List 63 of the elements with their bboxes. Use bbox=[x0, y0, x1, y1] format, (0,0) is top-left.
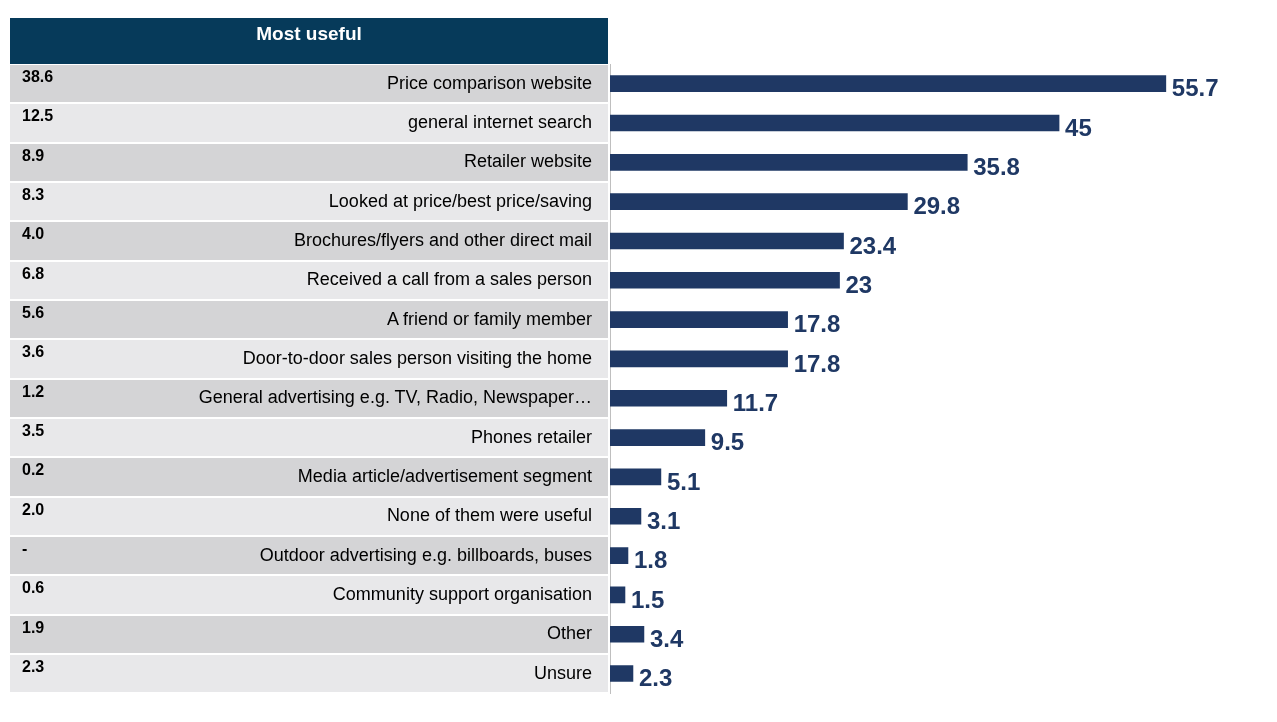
data-label: 1.5 bbox=[630, 585, 665, 613]
data-label: 23 bbox=[845, 270, 873, 298]
text: 3.6 bbox=[22, 343, 45, 361]
y-tick-label: A friend or family member bbox=[386, 308, 592, 329]
text: - bbox=[22, 539, 28, 557]
data-label: 11.7 bbox=[732, 388, 779, 416]
text: 1.2 bbox=[22, 382, 45, 400]
text: 6.8 bbox=[22, 264, 45, 282]
data-label: 5.1 bbox=[666, 467, 701, 495]
bar bbox=[610, 665, 634, 682]
data-label: 2.3 bbox=[638, 664, 673, 692]
data-label: 17.8 bbox=[793, 310, 841, 338]
bar bbox=[610, 193, 908, 210]
bar bbox=[610, 507, 642, 525]
text: Most useful bbox=[10, 18, 608, 64]
text: 1.9 bbox=[22, 618, 45, 636]
y-tick-label: Other bbox=[546, 623, 592, 644]
data-label: 35.8 bbox=[973, 152, 1020, 180]
y-tick-label: Community support organisation bbox=[332, 583, 592, 604]
y-tick-label: Brochures/flyers and other direct mail bbox=[293, 229, 592, 250]
y-tick-label: Price comparison website bbox=[386, 72, 592, 93]
data-label: 3.4 bbox=[649, 624, 684, 652]
y-tick-label: general internet search bbox=[407, 111, 592, 132]
data-label: 55.7 bbox=[1171, 74, 1219, 102]
bar bbox=[610, 271, 840, 289]
text: 4.0 bbox=[22, 225, 45, 243]
y-tick-label: Retailer website bbox=[463, 151, 592, 172]
text: 38.6 bbox=[22, 68, 54, 86]
y-tick-label: Media article/advertisement segment bbox=[297, 465, 592, 486]
bar bbox=[610, 153, 968, 171]
y-tick-label: Outdoor advertising e.g. billboards, buses bbox=[259, 544, 592, 565]
text: 8.3 bbox=[22, 186, 45, 204]
text: 0.2 bbox=[22, 461, 45, 479]
y-tick-label: General advertising e.g. TV, Radio, Newspaper… bbox=[198, 387, 592, 408]
bar bbox=[610, 468, 662, 486]
text: 8.9 bbox=[22, 146, 45, 164]
y-tick-label: Looked at price/best price/saving bbox=[328, 190, 592, 211]
y-tick-label: Received a call from a sales person bbox=[306, 269, 592, 290]
text: 2.3 bbox=[22, 657, 45, 675]
data-label: 1.8 bbox=[633, 546, 668, 574]
text: 3.5 bbox=[22, 421, 45, 439]
bar bbox=[610, 625, 645, 643]
bar bbox=[610, 232, 844, 250]
bar bbox=[610, 311, 788, 328]
text: 5.6 bbox=[22, 304, 45, 322]
y-tick-label: None of them were useful bbox=[386, 505, 592, 526]
bar bbox=[610, 429, 706, 446]
bar bbox=[610, 586, 626, 604]
data-label: 45 bbox=[1065, 113, 1092, 141]
text: 12.5 bbox=[22, 107, 54, 125]
y-tick-label: Door-to-door sales person visiting the home bbox=[242, 347, 592, 368]
data-label: 17.8 bbox=[793, 349, 841, 377]
data-label: 9.5 bbox=[710, 428, 745, 456]
bar bbox=[610, 350, 788, 368]
data-label: 23.4 bbox=[849, 231, 897, 259]
data-label: 3.1 bbox=[646, 506, 681, 534]
text: 2.0 bbox=[22, 500, 45, 518]
text: 0.6 bbox=[22, 579, 45, 597]
bar bbox=[610, 547, 629, 564]
bar bbox=[610, 389, 728, 407]
y-tick-label: Unsure bbox=[533, 662, 592, 683]
y-tick-label: Phones retailer bbox=[470, 426, 592, 447]
data-label: 29.8 bbox=[913, 192, 961, 220]
